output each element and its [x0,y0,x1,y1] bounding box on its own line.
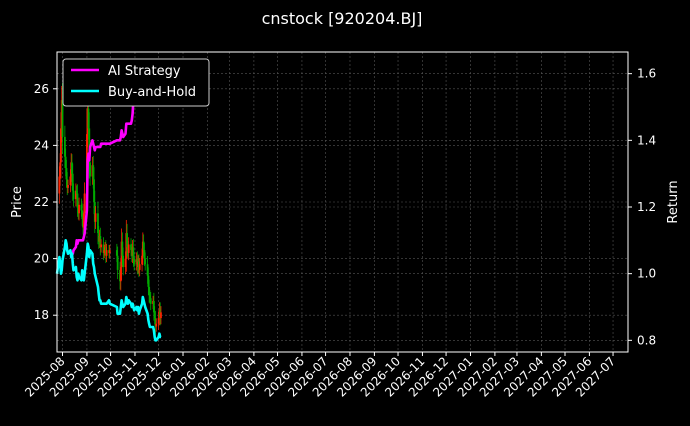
candle-body [69,176,72,186]
candle-body [72,190,75,200]
buy-and-hold-line [55,239,162,342]
candle-body [116,255,119,270]
candle-body [81,210,84,219]
candle-body [78,204,80,214]
candle-body [115,250,118,256]
candle-body [75,190,77,200]
ai-strategy-line [70,80,140,255]
candle-body [138,264,141,270]
legend: AI Strategy Buy-and-Hold [62,58,210,107]
candle-body [99,235,102,248]
candle-body [121,241,124,256]
candle-body [155,323,158,327]
candle-body [75,190,78,194]
y-axis-label-price: Price [10,186,25,218]
candle-body [154,318,157,327]
candle-body [71,173,74,191]
candle-body [149,298,152,304]
price-tick-label: 22 [34,195,49,209]
legend-label-buy-and-hold: Buy-and-Hold [108,85,196,100]
price-tick-label: 20 [34,252,49,266]
candle-body [60,128,62,163]
return-tick-label: 1.6 [637,67,656,81]
y-axis-label-return: Return [666,180,681,223]
candle-body [87,108,90,129]
candle-body [130,244,132,251]
candle-body [160,312,162,319]
candle-body [100,244,103,248]
candle-body [93,202,96,222]
candle-body [127,244,130,253]
candle-body [93,179,95,202]
return-tick-label: 1.0 [637,267,656,281]
series-lines [55,80,162,342]
price-tick-label: 18 [34,308,49,322]
candle-body [59,162,62,177]
candle-body [83,193,86,214]
candle-body [66,179,69,188]
candle-body [92,165,95,180]
candle-body [143,250,146,259]
candle-body [71,162,73,174]
candle-body [76,193,79,208]
candle-body [153,312,156,319]
return-tick-label: 1.4 [637,133,656,147]
candle-body [63,136,66,157]
candle-body [133,258,136,265]
candle-body [148,286,151,296]
price-tick-label: 26 [34,82,49,96]
candle-body [97,213,99,234]
candle-body [152,301,155,313]
candle-body [119,267,122,282]
return-tick-label: 1.2 [637,200,656,214]
candle-body [147,275,150,287]
candle-body [80,204,83,211]
legend-label-ai-strategy: AI Strategy [108,64,181,79]
candle-body [67,185,69,188]
candle-body [94,213,97,222]
candle-body [122,255,125,268]
legend-box [62,58,210,107]
candle-body [89,162,91,177]
chart-title: cnstock [920204.BJ] [262,9,423,28]
candlesticks [58,82,162,334]
candle-body [103,250,106,253]
candle-body [144,258,147,265]
candle-body [64,156,67,169]
candle-body [102,244,105,253]
candle-body [157,318,160,324]
candle-body [146,264,149,276]
candle-body [141,255,143,265]
candle-body [61,100,64,137]
candle-body [108,250,111,253]
candle-body [58,176,61,194]
candle-body [149,295,151,299]
price-tick-label: 24 [34,138,49,152]
candle-body [105,250,108,256]
candle-body [142,241,145,251]
candle-body [132,247,135,259]
candle-body [82,213,85,228]
candle-body [126,233,128,248]
candle-body [124,258,127,268]
candle-body [65,168,68,180]
return-tick-label: 0.8 [637,333,656,347]
